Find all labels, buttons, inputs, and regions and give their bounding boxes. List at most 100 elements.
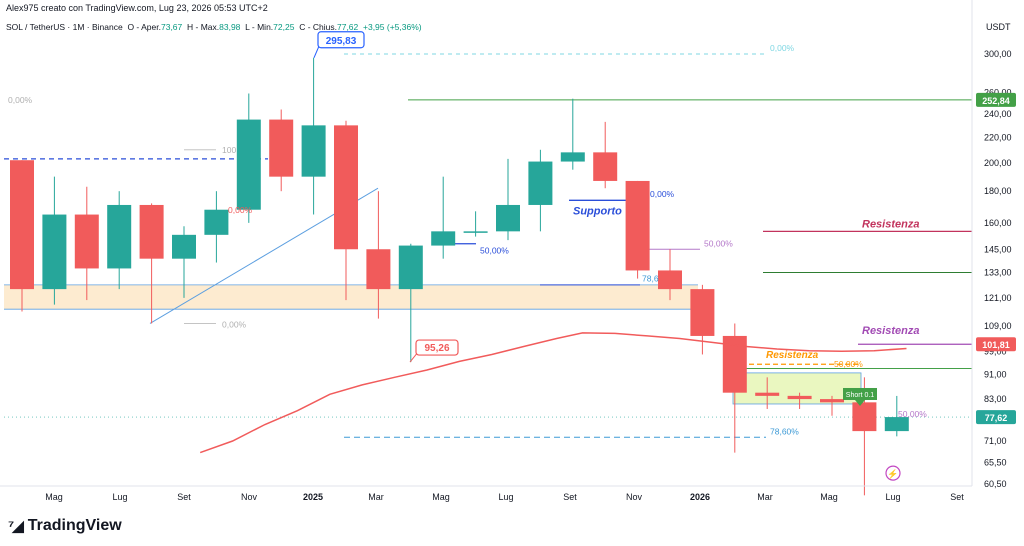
candle-body	[42, 214, 67, 290]
candle-body	[690, 289, 715, 336]
pct-50-purple: 50,00%	[704, 238, 733, 248]
candle-body	[236, 119, 261, 210]
y-tick-label: 260,00	[984, 87, 1012, 97]
candle-body	[593, 152, 618, 181]
candle-body	[884, 417, 909, 432]
price-label-box	[976, 92, 1016, 107]
candle-body	[431, 231, 456, 246]
tradingview-logo: ⁷◢ TradingView	[8, 517, 122, 535]
candle-body	[496, 204, 520, 232]
x-tick-label: 2025	[303, 492, 323, 502]
candle-body	[10, 160, 34, 290]
y-tick-label: 71,00	[984, 436, 1007, 446]
ema-line	[199, 332, 907, 454]
resistance-text-1: Resistenza	[862, 218, 919, 230]
change-value: +3,95 (+5,36%)	[363, 22, 422, 32]
author-line: Alex975 creato con TradingView.com, Lug …	[6, 3, 268, 13]
candle-body	[528, 161, 553, 205]
currency-unit: USDT	[986, 22, 1011, 32]
y-tick-label: 200,00	[984, 158, 1012, 168]
price-label-text: 77,62	[985, 413, 1008, 423]
low-callout	[415, 339, 459, 356]
y-tick-label: 220,00	[984, 132, 1012, 142]
pct-786: 78,60%	[770, 427, 799, 437]
high-value: 83,98	[219, 22, 241, 32]
candle-body	[560, 152, 585, 162]
ohlc-legend: SOL / TetherUS · 1M · Binance O - Aper.7…	[6, 22, 422, 32]
pct-50-orange: 50,00%	[834, 359, 863, 369]
x-tick-label: Lug	[112, 492, 127, 502]
y-tick-label: 99,00	[984, 347, 1007, 357]
price-label-box	[976, 410, 1016, 425]
low-value: 72,25	[273, 22, 295, 32]
low-label: 95,26	[424, 343, 449, 354]
support-text: Supporto	[573, 205, 622, 217]
y-tick-label: 300,00	[984, 49, 1012, 59]
y-tick-label: 180,00	[984, 186, 1012, 196]
candle-body	[852, 402, 877, 432]
resistance-text-2: Resistenza	[862, 325, 919, 337]
open-value: 73,67	[160, 22, 183, 32]
y-tick-label: 60,50	[984, 479, 1007, 489]
candle-body	[787, 395, 812, 400]
candle-body	[301, 125, 326, 177]
x-tick-label: Nov	[241, 492, 258, 502]
candle-body	[366, 249, 391, 290]
x-tick-label: Set	[950, 492, 964, 502]
x-tick-label: Lug	[498, 492, 513, 502]
y-tick-label: 133,00	[984, 267, 1012, 277]
x-tick-label: Mar	[368, 492, 384, 502]
candle-body	[625, 180, 650, 271]
x-tick-label: Mag	[432, 492, 450, 502]
open-label: O - Aper.	[127, 22, 161, 32]
candle-body	[139, 204, 164, 259]
y-tick-label: 65,50	[984, 458, 1007, 468]
x-tick-label: Set	[177, 492, 191, 502]
y-tick-label: 145,00	[984, 244, 1012, 254]
short-tag-arrow	[855, 399, 865, 406]
price-label-text: 252,84	[982, 96, 1010, 106]
candle-body	[74, 214, 99, 269]
x-tick-label: Lug	[885, 492, 900, 502]
peak-label: 295,83	[326, 36, 357, 47]
y-tick-label: 160,00	[984, 218, 1012, 228]
y-tick-label: 91,00	[984, 369, 1007, 379]
x-tick-label: Nov	[626, 492, 643, 502]
pct-0-top: 0,00%	[770, 43, 795, 53]
candle-body	[398, 245, 423, 290]
event-marker-icon	[885, 465, 901, 481]
pct-78-short: 78,6	[642, 274, 659, 284]
pct-50-blue: 50,00%	[480, 245, 509, 255]
candle-body	[107, 204, 132, 269]
pct-0-low: 0,00%	[222, 319, 247, 329]
candle-body	[820, 399, 844, 403]
candle-body	[463, 231, 488, 233]
pct-100: 100	[222, 145, 236, 155]
close-label: C - Chius.	[299, 22, 337, 32]
pct-0-left: 0,00%	[8, 95, 33, 105]
peak-callout	[317, 31, 365, 49]
y-tick-label: 109,00	[984, 321, 1012, 331]
candle-body	[658, 270, 682, 290]
pct-0-mid: 0,00%	[650, 189, 675, 199]
high-label: H - Max.	[187, 22, 220, 32]
brand-name: TradingView	[27, 517, 122, 534]
x-tick-label: Mag	[820, 492, 838, 502]
x-tick-label: Mag	[45, 492, 63, 502]
resistance-text-3: Resistenza	[766, 350, 819, 361]
x-tick-label: Set	[563, 492, 577, 502]
candle-body	[204, 209, 229, 235]
candle-body	[755, 392, 780, 396]
price-label-text: 101,81	[982, 340, 1010, 350]
tradingview-mark-icon: ⁷◢	[8, 518, 24, 535]
pct-0-red: 0,00%	[228, 205, 253, 215]
y-tick-label: 240,00	[984, 109, 1012, 119]
x-tick-label: 2026	[690, 492, 710, 502]
symbol-label: SOL / TetherUS · 1M · Binance	[6, 22, 123, 32]
price-label-box	[976, 337, 1016, 352]
short-tag-text: Short 0.1	[846, 392, 875, 399]
pct-50-right: 50,00%	[898, 409, 927, 419]
price-chart[interactable]: 295,83 95,26 Resistenza Resistenza Resistenz…	[0, 0, 1024, 510]
y-tick-label: 83,00	[984, 394, 1007, 404]
candle-body	[334, 125, 358, 250]
